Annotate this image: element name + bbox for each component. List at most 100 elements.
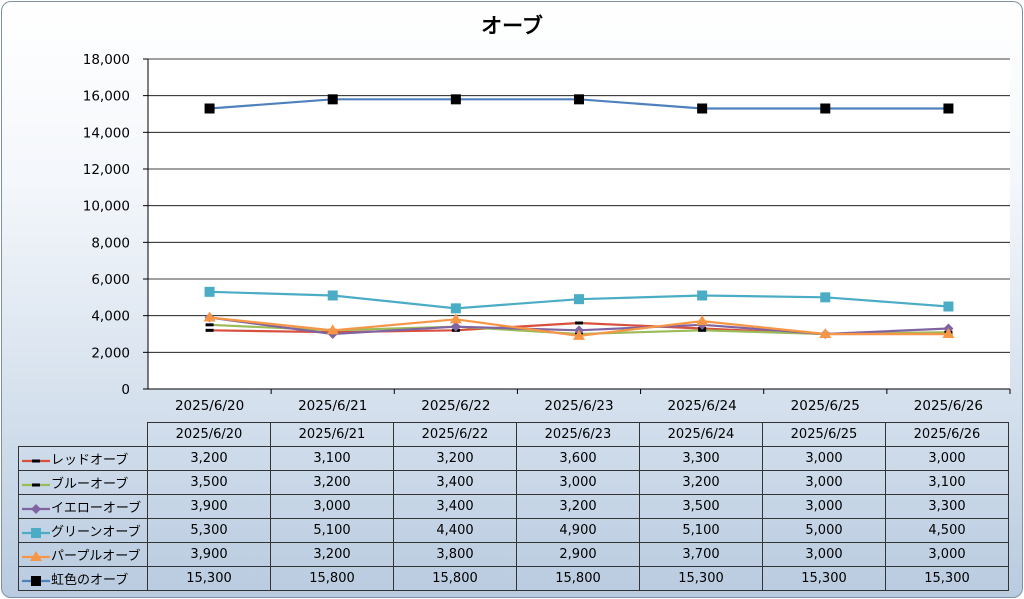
table-cell: 3,000 bbox=[270, 494, 394, 519]
table-column-header: 2025/6/20 bbox=[147, 422, 271, 447]
table-cell: 3,200 bbox=[147, 446, 271, 471]
legend-entry: グリーンオーブ bbox=[18, 518, 148, 543]
table-cell: 3,200 bbox=[270, 542, 394, 567]
series-6 bbox=[204, 94, 954, 114]
table-cell: 3,200 bbox=[516, 494, 640, 519]
series-name: イエローオーブ bbox=[51, 501, 142, 516]
table-cell: 3,100 bbox=[885, 470, 1009, 495]
table-column-header: 2025/6/25 bbox=[762, 422, 886, 447]
table-cell: 5,100 bbox=[639, 518, 763, 543]
y-tick-label: 12,000 bbox=[83, 162, 130, 178]
table-cell: 3,200 bbox=[270, 470, 394, 495]
y-tick-label: 16,000 bbox=[83, 89, 130, 105]
data-table: 2025/6/20 2025/6/21 2025/6/22 2025/6/23 2025… bbox=[18, 422, 1009, 591]
table-cell: 3,500 bbox=[639, 494, 763, 519]
data-point bbox=[696, 315, 709, 326]
data-point bbox=[698, 328, 707, 332]
legend-key-icon bbox=[22, 503, 50, 514]
y-tick-label: 2,000 bbox=[91, 345, 130, 361]
legend-entry: ブルーオーブ bbox=[18, 470, 148, 495]
y-tick-label: 10,000 bbox=[83, 199, 130, 215]
data-point bbox=[819, 328, 832, 338]
series-name: 虹色のオーブ bbox=[51, 573, 129, 588]
data-point bbox=[205, 328, 214, 332]
table-cell: 5,300 bbox=[147, 518, 271, 543]
table-cell: 3,100 bbox=[270, 446, 394, 471]
table-column-header: 2025/6/22 bbox=[393, 422, 517, 447]
data-point bbox=[203, 311, 216, 322]
table-cell: 4,400 bbox=[393, 518, 517, 543]
data-point bbox=[943, 301, 954, 312]
legend-key-marker bbox=[31, 575, 41, 586]
y-tick-label: 14,000 bbox=[83, 125, 130, 141]
table-cell: 15,300 bbox=[885, 566, 1009, 591]
y-tick-label: 8,000 bbox=[91, 235, 130, 251]
data-point bbox=[575, 321, 583, 325]
table-cell: 5,000 bbox=[762, 518, 886, 543]
table-column-header: 2025/6/26 bbox=[885, 422, 1009, 447]
legend-key-marker bbox=[31, 503, 41, 514]
x-tick-label: 2025/6/23 bbox=[544, 398, 613, 414]
legend-entry: 虹色のオーブ bbox=[18, 566, 148, 591]
data-point bbox=[204, 286, 215, 297]
x-tick-label: 2025/6/21 bbox=[298, 398, 367, 414]
table-row: 虹色のオーブ 15,300 15,800 15,800 15,800 15,300 15,3… bbox=[18, 566, 1009, 591]
x-tick-label: 2025/6/26 bbox=[914, 398, 983, 414]
table-cell: 3,000 bbox=[762, 470, 886, 495]
table-row: グリーンオーブ 5,300 5,100 4,400 4,900 5,100 5,000 4,5… bbox=[18, 518, 1009, 543]
table-cell: 3,200 bbox=[639, 470, 763, 495]
data-point bbox=[942, 328, 955, 338]
table-cell: 3,000 bbox=[762, 542, 886, 567]
legend-key-marker bbox=[32, 483, 40, 486]
chart-title: オーブ bbox=[481, 14, 543, 38]
x-tick-label: 2025/6/25 bbox=[791, 398, 860, 414]
table-cell: 3,400 bbox=[393, 470, 517, 495]
legend-key-icon bbox=[22, 527, 50, 538]
table-cell: 3,000 bbox=[762, 494, 886, 519]
data-point bbox=[574, 294, 584, 305]
legend-entry: イエローオーブ bbox=[18, 494, 148, 519]
table-cell: 4,900 bbox=[516, 518, 640, 543]
table-corner bbox=[18, 422, 148, 447]
legend-key-marker bbox=[31, 527, 41, 538]
table-column-header: 2025/6/23 bbox=[516, 422, 640, 447]
x-tick-label: 2025/6/20 bbox=[175, 398, 244, 414]
table-cell: 3,000 bbox=[762, 446, 886, 471]
data-point bbox=[697, 103, 708, 114]
y-tick-label: 6,000 bbox=[91, 272, 130, 288]
data-point bbox=[204, 103, 215, 114]
table-row: イエローオーブ 3,900 3,000 3,400 3,200 3,500 3,000 3,3… bbox=[18, 494, 1009, 519]
data-point bbox=[327, 94, 338, 105]
table-cell: 2,900 bbox=[516, 542, 640, 567]
table-cell: 15,300 bbox=[639, 566, 763, 591]
table-row: パープルオーブ 3,900 3,200 3,800 2,900 3,700 3,000 3,0… bbox=[18, 542, 1009, 567]
table-cell: 5,100 bbox=[270, 518, 394, 543]
y-tick-label: 0 bbox=[121, 382, 130, 398]
data-point bbox=[574, 94, 584, 105]
legend-key-marker bbox=[30, 550, 42, 561]
data-point bbox=[450, 94, 461, 105]
table-cell: 3,500 bbox=[147, 470, 271, 495]
table-cell: 4,500 bbox=[885, 518, 1009, 543]
table-header-row: 2025/6/20 2025/6/21 2025/6/22 2025/6/23 2025… bbox=[18, 422, 1009, 447]
series-name: ブルーオーブ bbox=[51, 477, 129, 492]
data-point bbox=[326, 324, 339, 335]
table-cell: 3,000 bbox=[885, 446, 1009, 471]
x-tick-label: 2025/6/24 bbox=[668, 398, 737, 414]
table-cell: 3,400 bbox=[393, 494, 517, 519]
data-point bbox=[697, 290, 708, 301]
table-cell: 15,800 bbox=[393, 566, 517, 591]
data-point bbox=[943, 103, 954, 114]
table-column-header: 2025/6/21 bbox=[270, 422, 394, 447]
data-point bbox=[450, 321, 461, 332]
x-tick-label: 2025/6/22 bbox=[421, 398, 490, 414]
table-cell: 3,000 bbox=[516, 470, 640, 495]
table-cell: 3,800 bbox=[393, 542, 517, 567]
legend-key-icon bbox=[22, 550, 50, 561]
table-cell: 3,300 bbox=[639, 446, 763, 471]
series-4 bbox=[204, 286, 954, 314]
table-column-header: 2025/6/24 bbox=[639, 422, 763, 447]
table-cell: 3,600 bbox=[516, 446, 640, 471]
table-cell: 15,800 bbox=[516, 566, 640, 591]
table-cell: 3,300 bbox=[885, 494, 1009, 519]
